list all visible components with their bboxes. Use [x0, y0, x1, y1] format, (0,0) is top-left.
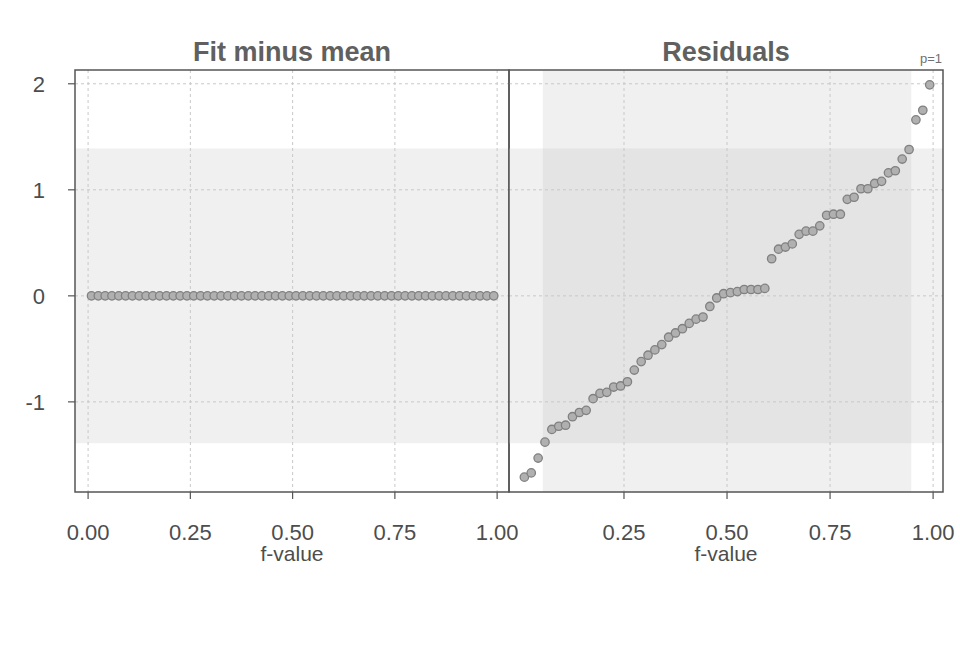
- tick: [87, 492, 88, 499]
- tick-label: 1: [33, 178, 45, 203]
- tick-label: -1: [25, 390, 45, 415]
- panel-title: Fit minus mean: [193, 37, 391, 67]
- tick: [497, 492, 498, 499]
- point: [912, 116, 920, 124]
- point: [891, 167, 899, 175]
- point: [767, 255, 775, 263]
- tick: [933, 492, 934, 499]
- bands: [75, 70, 509, 492]
- point: [527, 469, 535, 477]
- band-x: [543, 70, 911, 492]
- point: [637, 357, 645, 365]
- grid-line: [88, 70, 89, 492]
- points: [87, 292, 498, 300]
- tick: [68, 83, 75, 84]
- panel-title: Residuals: [662, 37, 790, 67]
- tick-label: 1.00: [912, 520, 955, 545]
- grid-line: [727, 70, 728, 492]
- grid-line: [75, 189, 509, 190]
- grid-line: [497, 70, 498, 492]
- point: [788, 240, 796, 248]
- point: [850, 193, 858, 201]
- tick-label: 0.00: [67, 520, 110, 545]
- bands: [509, 70, 943, 492]
- tick: [68, 295, 75, 296]
- point: [541, 438, 549, 446]
- point: [699, 313, 707, 321]
- point: [706, 302, 714, 310]
- band-y: [75, 148, 509, 443]
- tick: [68, 401, 75, 402]
- point: [623, 378, 631, 386]
- tick-label: 0.75: [809, 520, 852, 545]
- point: [561, 421, 569, 429]
- point: [919, 106, 927, 114]
- point: [534, 454, 542, 462]
- tick: [623, 492, 624, 499]
- point: [582, 406, 590, 414]
- axis-label: f-value: [260, 542, 323, 565]
- axis-label: f-value: [694, 542, 757, 565]
- tick: [726, 492, 727, 499]
- frame: [509, 70, 943, 492]
- tick-label: 0.25: [603, 520, 646, 545]
- tick-label: 0: [33, 284, 45, 309]
- grid-line: [830, 70, 831, 492]
- point: [761, 284, 769, 292]
- tick: [394, 492, 395, 499]
- tick: [292, 492, 293, 499]
- grid-line: [623, 70, 624, 492]
- annotation: p=1: [920, 51, 942, 66]
- grid-line: [75, 401, 509, 402]
- tick: [190, 492, 191, 499]
- grid-line: [509, 189, 943, 190]
- grid-line: [509, 83, 943, 84]
- panel: 0.250.500.751.00Residualsf-valuep=1: [509, 37, 955, 565]
- points: [520, 81, 934, 482]
- point: [877, 177, 885, 185]
- point: [898, 155, 906, 163]
- panel: 0.000.250.500.751.00-1012Fit minus meanf…: [25, 37, 518, 565]
- point: [630, 366, 638, 374]
- grid-line: [394, 70, 395, 492]
- tick: [68, 189, 75, 190]
- grid-line: [75, 83, 509, 84]
- point: [658, 340, 666, 348]
- point: [925, 81, 933, 89]
- point: [816, 222, 824, 230]
- chart: 0.000.250.500.751.00-1012Fit minus meanf…: [0, 0, 960, 672]
- tick-label: 2: [33, 72, 45, 97]
- tick: [829, 492, 830, 499]
- grid-line: [933, 70, 934, 492]
- tick-label: 0.25: [169, 520, 212, 545]
- grid-line: [190, 70, 191, 492]
- frame: [75, 70, 509, 492]
- grid-line: [509, 401, 943, 402]
- band-y: [509, 148, 943, 443]
- tick-label: 1.00: [476, 520, 519, 545]
- grid-line: [292, 70, 293, 492]
- point: [905, 145, 913, 153]
- point: [490, 292, 498, 300]
- point: [836, 210, 844, 218]
- tick-label: 0.75: [373, 520, 416, 545]
